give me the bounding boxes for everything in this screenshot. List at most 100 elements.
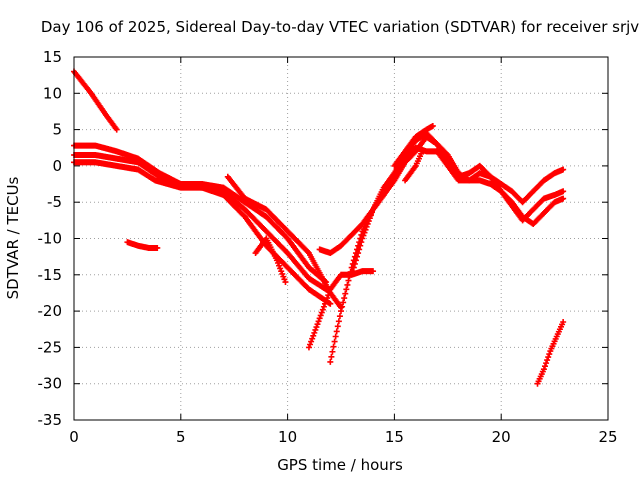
- data-point: [351, 260, 358, 267]
- data-point: [315, 318, 322, 325]
- data-point: [304, 248, 311, 255]
- data-point: [339, 303, 346, 310]
- data-point: [343, 286, 350, 293]
- y-tick-label: -15: [38, 266, 63, 284]
- data-point: [312, 326, 319, 333]
- x-tick-label: 20: [492, 428, 511, 446]
- data-point: [314, 321, 321, 328]
- data-point: [332, 333, 339, 340]
- y-ticks: -35 -30 -25 -20 -15 -10 -5 0 5 10 15: [38, 48, 608, 429]
- data-point: [329, 348, 336, 355]
- data-point: [348, 271, 355, 278]
- data-point: [560, 188, 567, 195]
- data-point: [361, 229, 368, 236]
- data-point: [330, 343, 337, 350]
- data-point: [321, 300, 328, 307]
- data-point: [350, 264, 357, 271]
- data-point: [311, 329, 318, 336]
- data-point: [345, 277, 352, 284]
- y-tick-label: -25: [38, 338, 63, 356]
- data-point: [336, 313, 343, 320]
- data-point: [320, 303, 327, 310]
- series-track-a: [71, 68, 120, 133]
- data-point: [368, 209, 375, 216]
- data-point: [326, 289, 333, 296]
- data-point: [352, 257, 359, 264]
- data-point: [310, 332, 317, 339]
- data-point: [113, 126, 120, 133]
- data-point: [543, 360, 550, 367]
- grid: [74, 57, 608, 420]
- y-tick-label: 10: [43, 84, 62, 102]
- data-point: [324, 295, 331, 302]
- data-point: [313, 324, 320, 331]
- data-point: [316, 315, 323, 322]
- y-tick-label: -30: [38, 375, 63, 393]
- data-point: [545, 354, 552, 361]
- data-point: [341, 295, 348, 302]
- data-point: [154, 244, 161, 251]
- data-point: [360, 232, 367, 239]
- x-tick-label: 10: [278, 428, 297, 446]
- data-point: [544, 357, 551, 364]
- series-track-l: [391, 122, 436, 169]
- data-point: [308, 338, 315, 345]
- data-point: [357, 242, 364, 249]
- data-point: [317, 312, 324, 319]
- data-point: [429, 122, 436, 129]
- y-tick-label: 0: [52, 157, 62, 175]
- data-point: [362, 226, 369, 233]
- data-point: [365, 218, 372, 225]
- series-track-h: [305, 268, 377, 351]
- data-point: [560, 166, 567, 173]
- series-track-n: [534, 318, 567, 387]
- series-track-g: [124, 239, 161, 251]
- data-point: [319, 306, 326, 313]
- data-point: [342, 290, 349, 297]
- data-point: [344, 281, 351, 288]
- y-tick-label: -5: [47, 193, 62, 211]
- data-point: [309, 335, 316, 342]
- y-tick-label: 5: [52, 121, 62, 139]
- y-tick-label: -35: [38, 411, 63, 429]
- series-track-e: [224, 173, 344, 311]
- x-tick-label: 5: [176, 428, 186, 446]
- data-point: [356, 246, 363, 253]
- series-track-i: [327, 144, 567, 365]
- data-point: [355, 250, 362, 257]
- x-axis-label: GPS time / hours: [277, 456, 403, 474]
- data-point: [340, 299, 347, 306]
- y-tick-label: -10: [38, 230, 63, 248]
- chart-title: Day 106 of 2025, Sidereal Day-to-day VTE…: [41, 18, 639, 36]
- data-point: [334, 323, 341, 330]
- data-point: [366, 215, 373, 222]
- data-point: [318, 309, 325, 316]
- data-point: [560, 195, 567, 202]
- data-point: [359, 235, 366, 242]
- data-point: [325, 292, 332, 299]
- data-point: [364, 220, 371, 227]
- data-point: [333, 328, 340, 335]
- y-tick-label: 15: [43, 48, 62, 66]
- data-point: [419, 148, 426, 155]
- data-point: [560, 318, 567, 325]
- data-point: [282, 279, 289, 286]
- data-point: [327, 358, 334, 365]
- series-track-m: [402, 148, 426, 184]
- data-point: [338, 308, 344, 315]
- data-point: [331, 338, 338, 345]
- x-tick-label: 0: [69, 428, 79, 446]
- series-track-k: [348, 133, 567, 278]
- data-point: [546, 351, 553, 358]
- x-tick-label: 25: [598, 428, 617, 446]
- data-point: [335, 318, 342, 325]
- x-ticks: 0 5 10 15 20 25: [69, 57, 618, 446]
- data-point: [305, 344, 312, 351]
- data-point: [327, 300, 334, 307]
- data-point: [367, 212, 374, 219]
- data-point: [358, 239, 365, 246]
- data-point: [370, 268, 377, 275]
- data-point: [307, 341, 314, 348]
- series-track-f: [252, 235, 289, 286]
